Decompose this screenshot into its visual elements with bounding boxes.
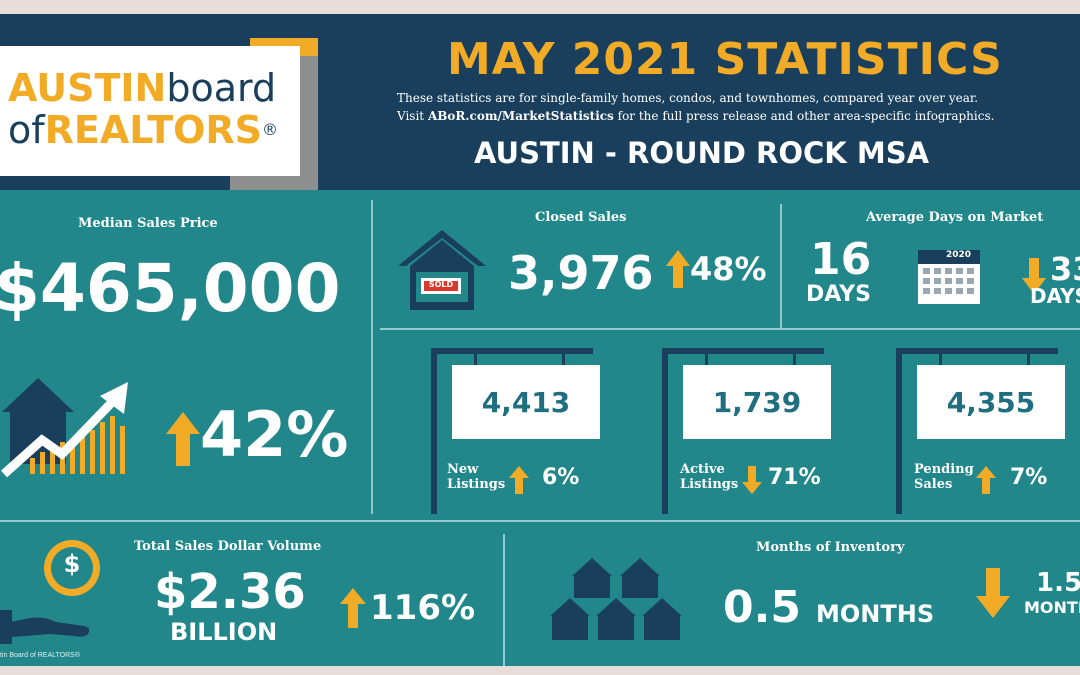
dollar-volume-unit: BILLION (170, 618, 278, 646)
divider (0, 520, 1080, 522)
dollar-hand-icon (0, 540, 100, 644)
new-listings-label1: New (447, 462, 479, 477)
new-listings-value: 4,413 (452, 365, 600, 439)
arrow-up-icon (166, 412, 200, 466)
closed-sales-label: Closed Sales (535, 210, 627, 225)
pending-sales-label1: Pending (914, 462, 974, 477)
footer-credit: tin Board of REALTORS® (0, 652, 80, 659)
dollar-volume-change: 116% (370, 588, 476, 628)
logo-austin: AUSTIN (8, 66, 167, 110)
days-on-market-change-unit: DAYS (1030, 284, 1080, 308)
new-listings-change: 6% (542, 465, 580, 490)
visit-text: Visit (397, 109, 428, 123)
pending-sales-change: 7% (1010, 465, 1048, 490)
houses-cluster-icon (548, 553, 684, 640)
logo-registered-mark: ® (262, 120, 279, 139)
inventory-label: Months of Inventory (756, 540, 905, 555)
inventory-change-unit: MONTH (1024, 598, 1080, 617)
logo-board: board (166, 66, 277, 110)
closed-sales-change: 48% (690, 250, 767, 288)
sold-house-icon (398, 230, 486, 310)
divider (503, 534, 505, 666)
divider (371, 200, 373, 514)
pending-sales-label2: Sales (914, 477, 953, 492)
inventory-value: 0.5 (723, 582, 801, 633)
infographic: AUSTINboard ofREALTORS® MAY 2021 STATIST… (0, 14, 1080, 666)
dollar-volume-label: Total Sales Dollar Volume (134, 539, 322, 554)
days-on-market-value: 16 (810, 234, 872, 285)
visit-text-end: for the full press release and other are… (613, 109, 995, 123)
header-description-line2: Visit ABoR.com/MarketStatistics for the … (397, 109, 994, 123)
median-price-label: Median Sales Price (78, 216, 218, 231)
dollar-volume-value: $2.36 (154, 564, 306, 620)
logo-realtors: REALTORS (44, 108, 263, 152)
arrow-down-icon (742, 466, 762, 494)
market-stats-link[interactable]: ABoR.com/MarketStatistics (427, 109, 614, 123)
arrow-up-icon (340, 588, 366, 628)
active-listings-value: 1,739 (683, 365, 831, 439)
median-price-value: $465,000 (0, 250, 341, 327)
dollar-glyph: $ (63, 550, 81, 578)
days-on-market-label: Average Days on Market (866, 210, 1044, 225)
logo-of: of (8, 108, 45, 152)
pending-sales-value: 4,355 (917, 365, 1065, 439)
new-listings-label2: Listings (447, 477, 506, 492)
days-on-market-change: 33 (1050, 250, 1080, 288)
arrow-up-icon (509, 466, 529, 494)
calendar-icon (918, 250, 980, 304)
median-price-change: 42% (200, 398, 349, 471)
divider (380, 328, 1080, 330)
sold-sign-text: SOLD (428, 280, 454, 289)
active-listings-label1: Active (680, 462, 725, 477)
divider (780, 204, 782, 328)
closed-sales-value: 3,976 (508, 246, 654, 300)
arrow-up-icon (976, 466, 996, 494)
calendar-year: 2020 (946, 250, 972, 260)
arrow-up-icon (666, 250, 690, 288)
active-listings-label2: Listings (680, 477, 739, 492)
inventory-change: 1.5 (1036, 568, 1080, 598)
house-growth-chart-icon (0, 378, 128, 478)
logo: AUSTINboard ofREALTORS® (0, 38, 318, 190)
arrow-down-icon (1022, 258, 1046, 294)
active-listings-change: 71% (768, 465, 821, 490)
days-on-market-unit: DAYS (806, 282, 871, 307)
region-title: AUSTIN - ROUND ROCK MSA (474, 136, 930, 170)
page-title: MAY 2021 STATISTICS (447, 34, 1003, 85)
header-description-line1: These statistics are for single-family h… (397, 91, 979, 105)
arrow-down-icon (976, 568, 1010, 618)
header-band: AUSTINboard ofREALTORS® MAY 2021 STATIST… (0, 14, 1080, 190)
inventory-unit: MONTHS (816, 600, 935, 628)
